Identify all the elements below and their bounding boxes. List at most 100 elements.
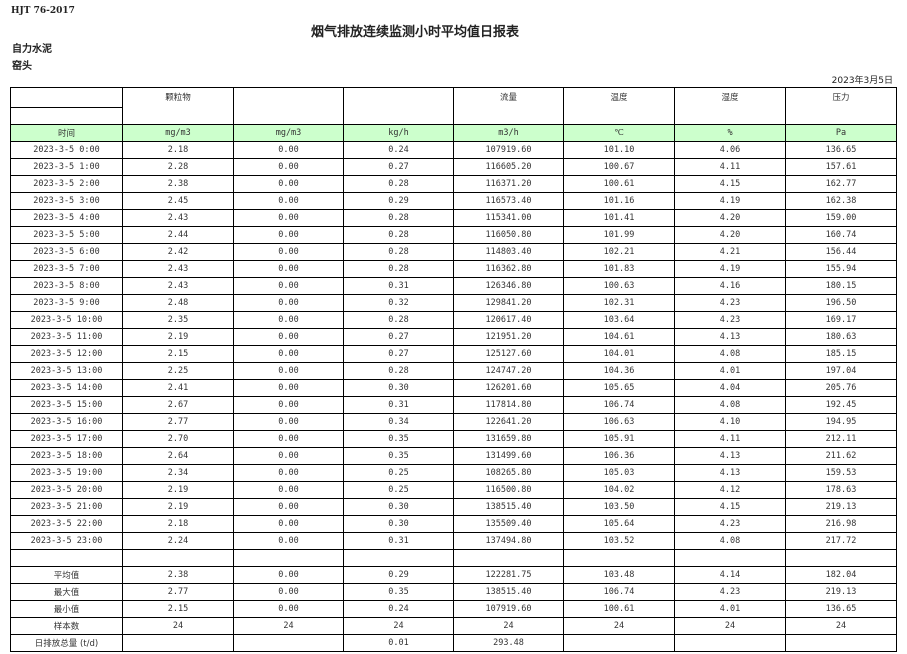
cell-pressure: 24 [785,617,897,635]
header-cell-col2-mg [233,87,344,125]
cell-col2-mg: 0.00 [233,226,344,244]
header-cell-humidity: 湿度 [674,87,786,125]
cell-particulate-mg: 2.19 [122,328,234,346]
cell-particulate-mg: 2.25 [122,362,234,380]
cell-pressure: 219.13 [785,498,897,516]
table-row: 2023-3-5 14:00 2.41 0.00 0.30 126201.60 105.6… [10,379,897,397]
cell-flow: 126201.60 [453,379,564,397]
cell-flow: 116573.40 [453,192,564,210]
cell-humidity: 4.23 [674,311,786,329]
cell-col2-mg: 0.00 [233,413,344,431]
cell-flow: 107919.60 [453,141,564,159]
cell-pressure: 180.15 [785,277,897,295]
cell-col3-kgh: 0.35 [343,583,454,601]
cell-temperature: 106.74 [563,396,675,414]
cell-col2-mg: 0.00 [233,379,344,397]
cell-pressure: 136.65 [785,141,897,159]
blank-cell [563,549,675,567]
summary-row: 日排放总量 (t/d) 0.01 293.48 [10,634,897,652]
cell-col3-kgh: 0.27 [343,158,454,176]
table-row: 2023-3-5 13:00 2.25 0.00 0.28 124747.20 104.3… [10,362,897,380]
cell-col2-mg: 0.00 [233,192,344,210]
table-row: 2023-3-5 5:00 2.44 0.00 0.28 116050.80 101.99… [10,226,897,244]
cell-particulate-mg: 2.43 [122,260,234,278]
unit-col2-mg: mg/m3 [233,124,344,142]
cell-col2-mg: 0.00 [233,243,344,261]
cell-particulate-mg: 2.41 [122,379,234,397]
cell-particulate-mg: 2.43 [122,209,234,227]
cell-temperature: 103.48 [563,566,675,584]
cell-time: 2023-3-5 19:00 [10,464,123,482]
table-row: 2023-3-5 22:00 2.18 0.00 0.30 135509.40 105.6… [10,515,897,533]
cell-flow: 116050.80 [453,226,564,244]
cell-pressure: 197.04 [785,362,897,380]
cell-temperature: 106.63 [563,413,675,431]
cell-pressure: 156.44 [785,243,897,261]
cell-humidity: 4.20 [674,209,786,227]
cell-time: 2023-3-5 8:00 [10,277,123,295]
cell-particulate-mg: 2.70 [122,430,234,448]
summary-label: 平均值 [10,566,123,584]
cell-pressure: 136.65 [785,600,897,618]
cell-particulate-mg: 2.18 [122,141,234,159]
cell-humidity: 4.08 [674,345,786,363]
header-cell-pressure: 压力 [785,87,897,125]
cell-humidity: 4.12 [674,481,786,499]
cell-temperature: 101.41 [563,209,675,227]
cell-pressure: 169.17 [785,311,897,329]
unit-temperature: ℃ [563,124,675,142]
cell-flow: 115341.00 [453,209,564,227]
cell-time: 2023-3-5 17:00 [10,430,123,448]
cell-col3-kgh: 0.30 [343,379,454,397]
blank-cell [10,549,123,567]
cell-flow: 116362.80 [453,260,564,278]
cell-col2-mg: 0.00 [233,464,344,482]
cell-flow: 137494.80 [453,532,564,550]
cell-particulate-mg: 2.18 [122,515,234,533]
cell-time: 2023-3-5 22:00 [10,515,123,533]
cell-temperature: 103.52 [563,532,675,550]
summary-row: 最小值 2.15 0.00 0.24 107919.60 100.61 4.01 136.65 [10,600,897,618]
table-row: 2023-3-5 21:00 2.19 0.00 0.30 138515.40 103.5… [10,498,897,516]
cell-col3-kgh: 0.28 [343,243,454,261]
cell-particulate-mg: 2.77 [122,413,234,431]
table-row: 2023-3-5 10:00 2.35 0.00 0.28 120617.40 103.6… [10,311,897,329]
cell-flow: 114803.40 [453,243,564,261]
cell-col2-mg: 0.00 [233,481,344,499]
table-row: 2023-3-5 1:00 2.28 0.00 0.27 116605.20 100.67… [10,158,897,176]
cell-particulate-mg: 2.19 [122,498,234,516]
cell-temperature: 100.61 [563,600,675,618]
cell-temperature: 101.16 [563,192,675,210]
cell-pressure: 178.63 [785,481,897,499]
cell-pressure: 162.38 [785,192,897,210]
cell-humidity: 4.23 [674,515,786,533]
cell-col3-kgh: 0.29 [343,566,454,584]
unit-time: 时间 [10,124,123,142]
cell-col2-mg [233,634,344,652]
cell-time: 2023-3-5 5:00 [10,226,123,244]
cell-col2-mg: 0.00 [233,260,344,278]
cell-temperature: 106.36 [563,447,675,465]
cell-pressure: 159.00 [785,209,897,227]
cell-particulate-mg: 2.38 [122,175,234,193]
cell-humidity: 4.08 [674,396,786,414]
cell-col2-mg: 0.00 [233,583,344,601]
cell-humidity: 4.23 [674,583,786,601]
cell-humidity: 4.10 [674,413,786,431]
cell-humidity: 4.01 [674,362,786,380]
table-row: 2023-3-5 18:00 2.64 0.00 0.35 131499.60 106.3… [10,447,897,465]
cell-particulate-mg: 2.34 [122,464,234,482]
cell-humidity: 4.21 [674,243,786,261]
blank-row [10,549,897,567]
cell-humidity: 4.01 [674,600,786,618]
cell-col3-kgh: 0.28 [343,226,454,244]
cell-col2-mg: 0.00 [233,600,344,618]
cell-time: 2023-3-5 3:00 [10,192,123,210]
cell-pressure: 157.61 [785,158,897,176]
cell-col2-mg: 0.00 [233,447,344,465]
cell-temperature: 24 [563,617,675,635]
cell-pressure: 155.94 [785,260,897,278]
cell-flow: 122641.20 [453,413,564,431]
cell-flow: 131499.60 [453,447,564,465]
table-row: 2023-3-5 4:00 2.43 0.00 0.28 115341.00 101.41… [10,209,897,227]
